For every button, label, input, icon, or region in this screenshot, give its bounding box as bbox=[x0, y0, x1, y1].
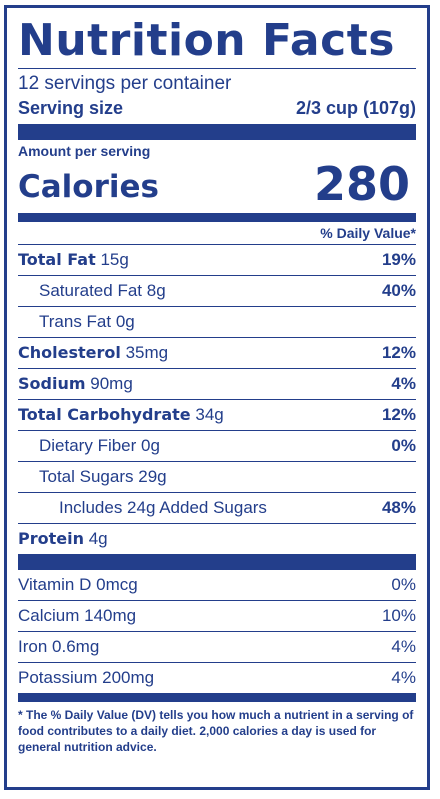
nutrient-amount: 4g bbox=[88, 529, 108, 548]
nutrient-amount: 29g bbox=[138, 467, 167, 486]
nutrient-row-total-sugars: Total Sugars 29g bbox=[18, 462, 416, 493]
nutrient-row-cholesterol: Cholesterol 35mg 12% bbox=[18, 338, 416, 369]
vitamin-dv: 4% bbox=[391, 668, 416, 687]
nutrient-row-protein: Protein 4g bbox=[18, 524, 416, 554]
medium-divider bbox=[18, 213, 416, 222]
nutrient-name: Total Sugars bbox=[39, 467, 134, 486]
nutrient-name: Dietary Fiber bbox=[39, 436, 137, 455]
vitamin-row-vitamin-d: Vitamin D 0mcg 0% bbox=[18, 570, 416, 601]
nutrient-name: Cholesterol bbox=[18, 343, 121, 362]
nutrient-name: Protein bbox=[18, 529, 84, 548]
vitamin-name: Potassium bbox=[18, 668, 98, 687]
vitamin-dv: 0% bbox=[391, 575, 416, 594]
nutrient-row-sodium: Sodium 90mg 4% bbox=[18, 369, 416, 400]
serving-size-value: 2/3 cup (107g) bbox=[295, 98, 416, 118]
daily-value-header: % Daily Value* bbox=[320, 225, 416, 241]
serving-size-label: Serving size bbox=[18, 98, 124, 118]
label-title: Nutrition Facts bbox=[18, 15, 395, 66]
nutrient-dv: 0% bbox=[391, 436, 416, 455]
nutrient-amount: 35mg bbox=[125, 343, 169, 362]
nutrient-row-trans-fat: Trans Fat 0g bbox=[18, 307, 416, 338]
vitamin-name: Vitamin D bbox=[18, 575, 92, 594]
nutrient-dv: 19% bbox=[381, 250, 416, 269]
nutrient-name: Trans Fat bbox=[39, 312, 112, 331]
vitamin-name: Calcium bbox=[18, 606, 80, 625]
nutrient-dv: 12% bbox=[381, 405, 416, 424]
calories-row: Calories 280 bbox=[18, 161, 416, 207]
medium-divider bbox=[18, 693, 416, 702]
vitamin-row-calcium: Calcium 140mg 10% bbox=[18, 601, 416, 632]
calories-label: Calories bbox=[18, 169, 159, 205]
nutrient-dv: 4% bbox=[391, 374, 416, 393]
vitamin-name: Iron bbox=[18, 637, 48, 656]
divider bbox=[18, 68, 416, 69]
vitamin-row-iron: Iron 0.6mg 4% bbox=[18, 632, 416, 663]
vitamin-amount: 0mcg bbox=[96, 575, 138, 594]
vitamin-dv: 10% bbox=[381, 606, 416, 625]
vitamin-amount: 200mg bbox=[102, 668, 155, 687]
servings-per-container: 12 servings per container bbox=[18, 73, 232, 94]
nutrient-row-dietary-fiber: Dietary Fiber 0g 0% bbox=[18, 431, 416, 462]
vitamin-amount: 0.6mg bbox=[52, 637, 100, 656]
nutrient-amount: 34g bbox=[195, 405, 224, 424]
amount-per-serving: Amount per serving bbox=[18, 143, 151, 159]
vitamin-row-potassium: Potassium 200mg 4% bbox=[18, 663, 416, 693]
thick-divider bbox=[18, 124, 416, 140]
thick-divider bbox=[18, 554, 416, 570]
nutrient-name: Saturated Fat bbox=[39, 281, 143, 300]
nutrient-name: Total Carbohydrate bbox=[18, 405, 191, 424]
calories-value: 280 bbox=[313, 157, 410, 211]
serving-size-row: Serving size 2/3 cup (107g) bbox=[18, 96, 416, 120]
footnote: * The % Daily Value (DV) tells you how m… bbox=[18, 708, 414, 754]
nutrient-name: Includes 24g Added Sugars bbox=[59, 498, 267, 517]
divider bbox=[18, 244, 416, 245]
nutrient-amount: 90mg bbox=[90, 374, 133, 393]
nutrient-amount: 0g bbox=[141, 436, 160, 455]
nutrient-row-total-carbohydrate: Total Carbohydrate 34g 12% bbox=[18, 400, 416, 431]
nutrient-dv: 40% bbox=[381, 281, 416, 300]
nutrient-row-total-fat: Total Fat 15g 19% bbox=[18, 245, 416, 276]
vitamin-dv: 4% bbox=[391, 637, 416, 656]
nutrition-facts-label: Nutrition Facts 12 servings per containe… bbox=[4, 5, 430, 790]
nutrient-dv: 12% bbox=[381, 343, 416, 362]
nutrient-amount: 0g bbox=[115, 312, 135, 331]
nutrient-amount: 8g bbox=[146, 281, 166, 300]
nutrient-name: Total Fat bbox=[18, 250, 96, 269]
nutrient-name: Sodium bbox=[18, 374, 86, 393]
nutrient-row-saturated-fat: Saturated Fat 8g 40% bbox=[18, 276, 416, 307]
nutrient-dv: 48% bbox=[381, 498, 416, 517]
nutrient-amount: 15g bbox=[100, 250, 129, 269]
vitamin-amount: 140mg bbox=[84, 606, 137, 625]
nutrient-row-added-sugars: Includes 24g Added Sugars 48% bbox=[18, 493, 416, 524]
